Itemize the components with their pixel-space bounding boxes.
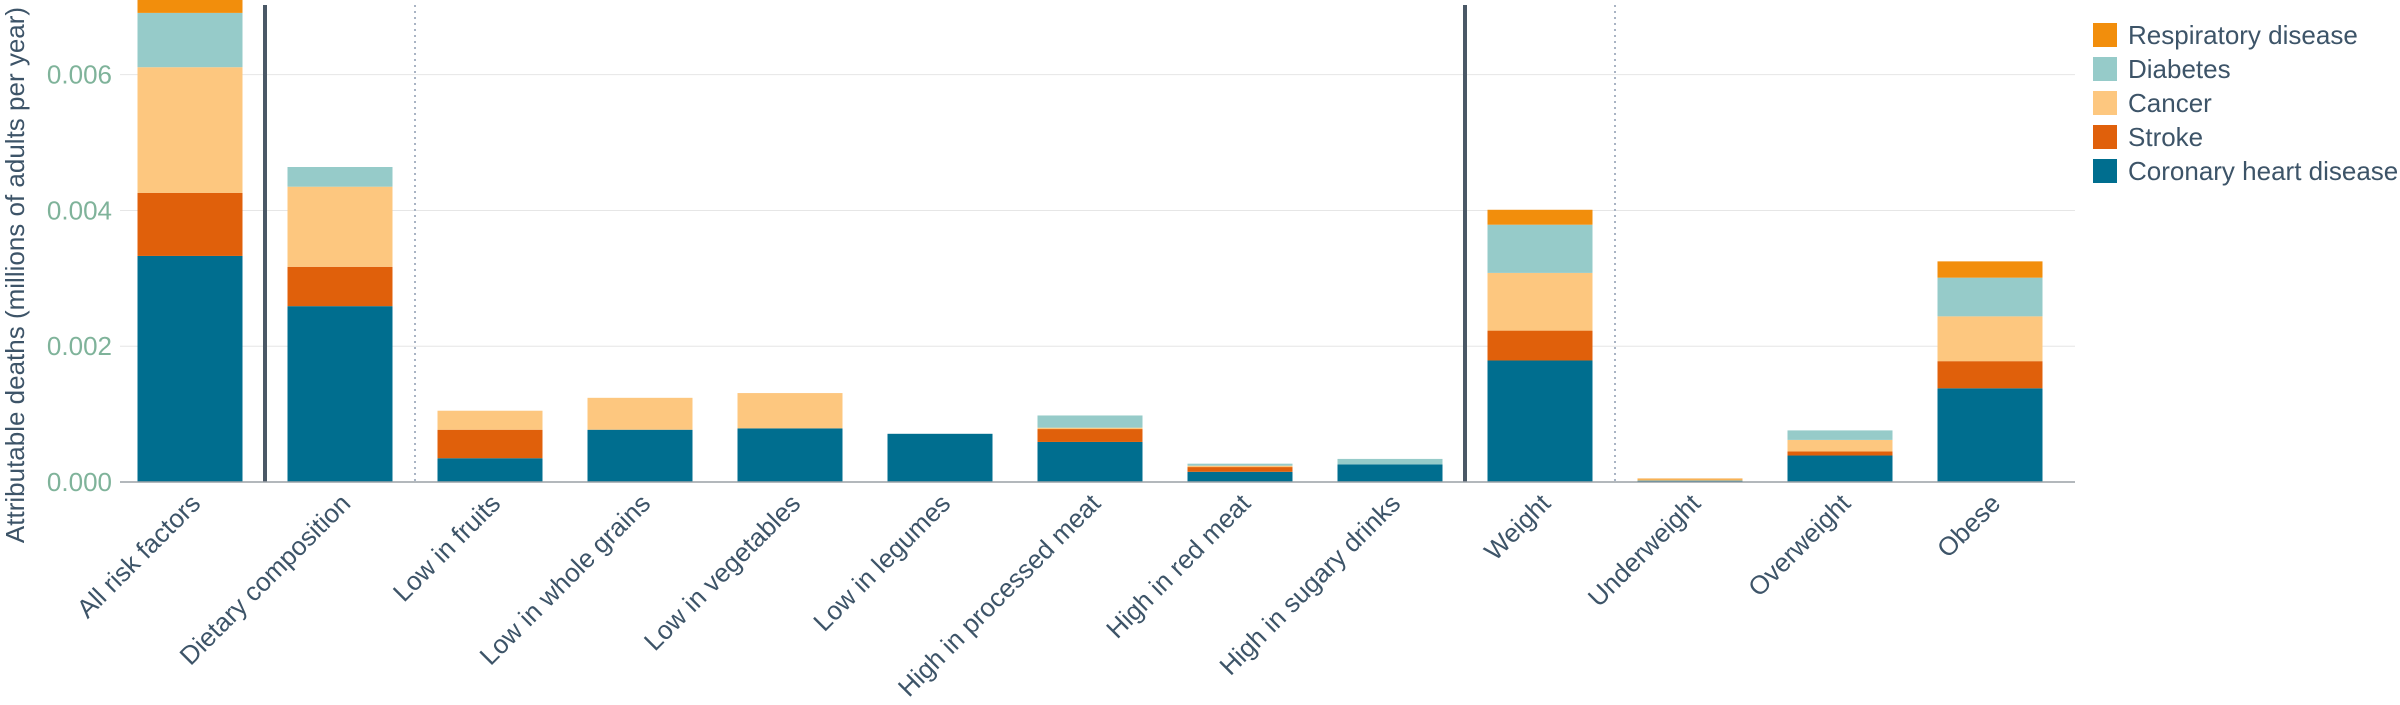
bar-stack [1487,209,1593,482]
y-axis-label: Attributable deaths (millions of adults … [0,7,30,543]
bar-stack [437,410,543,482]
bar-segment [137,67,243,193]
bar-stack [1037,415,1143,482]
bar-segment [587,397,693,430]
legend-label: Cancer [2128,88,2212,118]
bar-segment [437,410,543,430]
group-separators [263,5,1616,482]
legend-swatch [2093,159,2117,183]
legend-swatch [2093,91,2117,115]
bar-stack [737,393,843,482]
gridlines [120,74,2075,347]
bar-stack [1937,261,2043,482]
bar-segment [287,306,393,482]
bar-segment [1187,463,1293,466]
x-tick-label: Low in fruits [387,488,506,607]
bar-segment [1187,471,1293,482]
x-tick-label: Dietary composition [174,488,357,671]
y-tick-label: 0.002 [47,331,112,361]
bar-segment [1187,467,1293,472]
bar-stack [1337,458,1443,482]
bar-stack [1187,463,1293,482]
bar-segment [1787,439,1893,452]
y-tick-label: 0.004 [47,195,112,225]
bar-segment [1787,451,1893,456]
bar-segment [1487,224,1593,273]
legend-item: Respiratory disease [2093,20,2358,50]
bar-segment [1487,330,1593,361]
bar-segment [137,255,243,482]
x-tick-label: High in red meat [1100,487,1257,644]
bar-segment [887,433,993,482]
legend-item: Stroke [2093,122,2203,152]
x-tick-label: Weight [1478,487,1557,566]
legend-swatch [2093,23,2117,47]
bar-segment [1037,427,1143,430]
bar-stack [587,397,693,482]
bar-segment [1337,464,1443,482]
bar-segment [437,429,543,459]
bar-segment [1187,465,1293,468]
legend-label: Stroke [2128,122,2203,152]
bar-segment [1037,429,1143,442]
bar-segment [287,186,393,267]
bar-segment [1937,361,2043,389]
x-tick-label: Overweight [1742,487,1857,602]
bar-segment [287,266,393,307]
bar-segment [287,167,393,187]
y-tick-label: 0.006 [47,60,112,90]
bar-segment [1637,479,1743,481]
legend-label: Respiratory disease [2128,20,2358,50]
x-tick-label: Low in whole grains [474,488,657,671]
bar-segment [137,12,243,68]
legend-item: Cancer [2093,88,2212,118]
bar-segment [137,0,243,13]
bar-segment [137,192,243,256]
legend-swatch [2093,125,2117,149]
bar-segment [737,393,843,429]
x-tick-label: Low in vegetables [638,488,806,656]
bar-stack [1787,430,1893,482]
legend-item: Coronary heart disease [2093,156,2398,186]
bar-segment [1787,430,1893,440]
bar-stack [287,167,393,482]
bar-stack [137,0,243,482]
bars [137,0,2043,482]
bar-segment [1937,388,2043,482]
bar-segment [1037,441,1143,482]
legend-swatch [2093,57,2117,81]
bar-segment [1487,272,1593,331]
x-tick-label: Underweight [1582,487,1707,612]
bar-segment [1037,415,1143,428]
legend: Respiratory disease Diabetes Cancer Stroke C… [2093,20,2398,186]
bar-segment [1487,209,1593,225]
bar-segment [1637,478,1743,480]
bar-segment [1337,458,1443,465]
legend-item: Diabetes [2093,54,2231,84]
bar-stack [887,433,993,482]
bar-segment [1937,261,2043,278]
legend-label: Coronary heart disease [2128,156,2398,186]
bar-segment [1937,277,2043,317]
bar-segment [1787,455,1893,482]
x-tick-label: Obese [1931,488,2006,563]
bar-segment [1937,316,2043,362]
legend-label: Diabetes [2128,54,2231,84]
y-tick-labels: 0.000 0.002 0.004 0.006 [47,60,112,497]
x-tick-label: All risk factors [71,488,207,624]
y-tick-label: 0.000 [47,467,112,497]
bar-segment [1487,360,1593,482]
bar-segment [437,458,543,482]
bar-segment [587,429,693,482]
x-tick-label: Low in legumes [807,488,956,637]
bar-segment [737,428,843,482]
